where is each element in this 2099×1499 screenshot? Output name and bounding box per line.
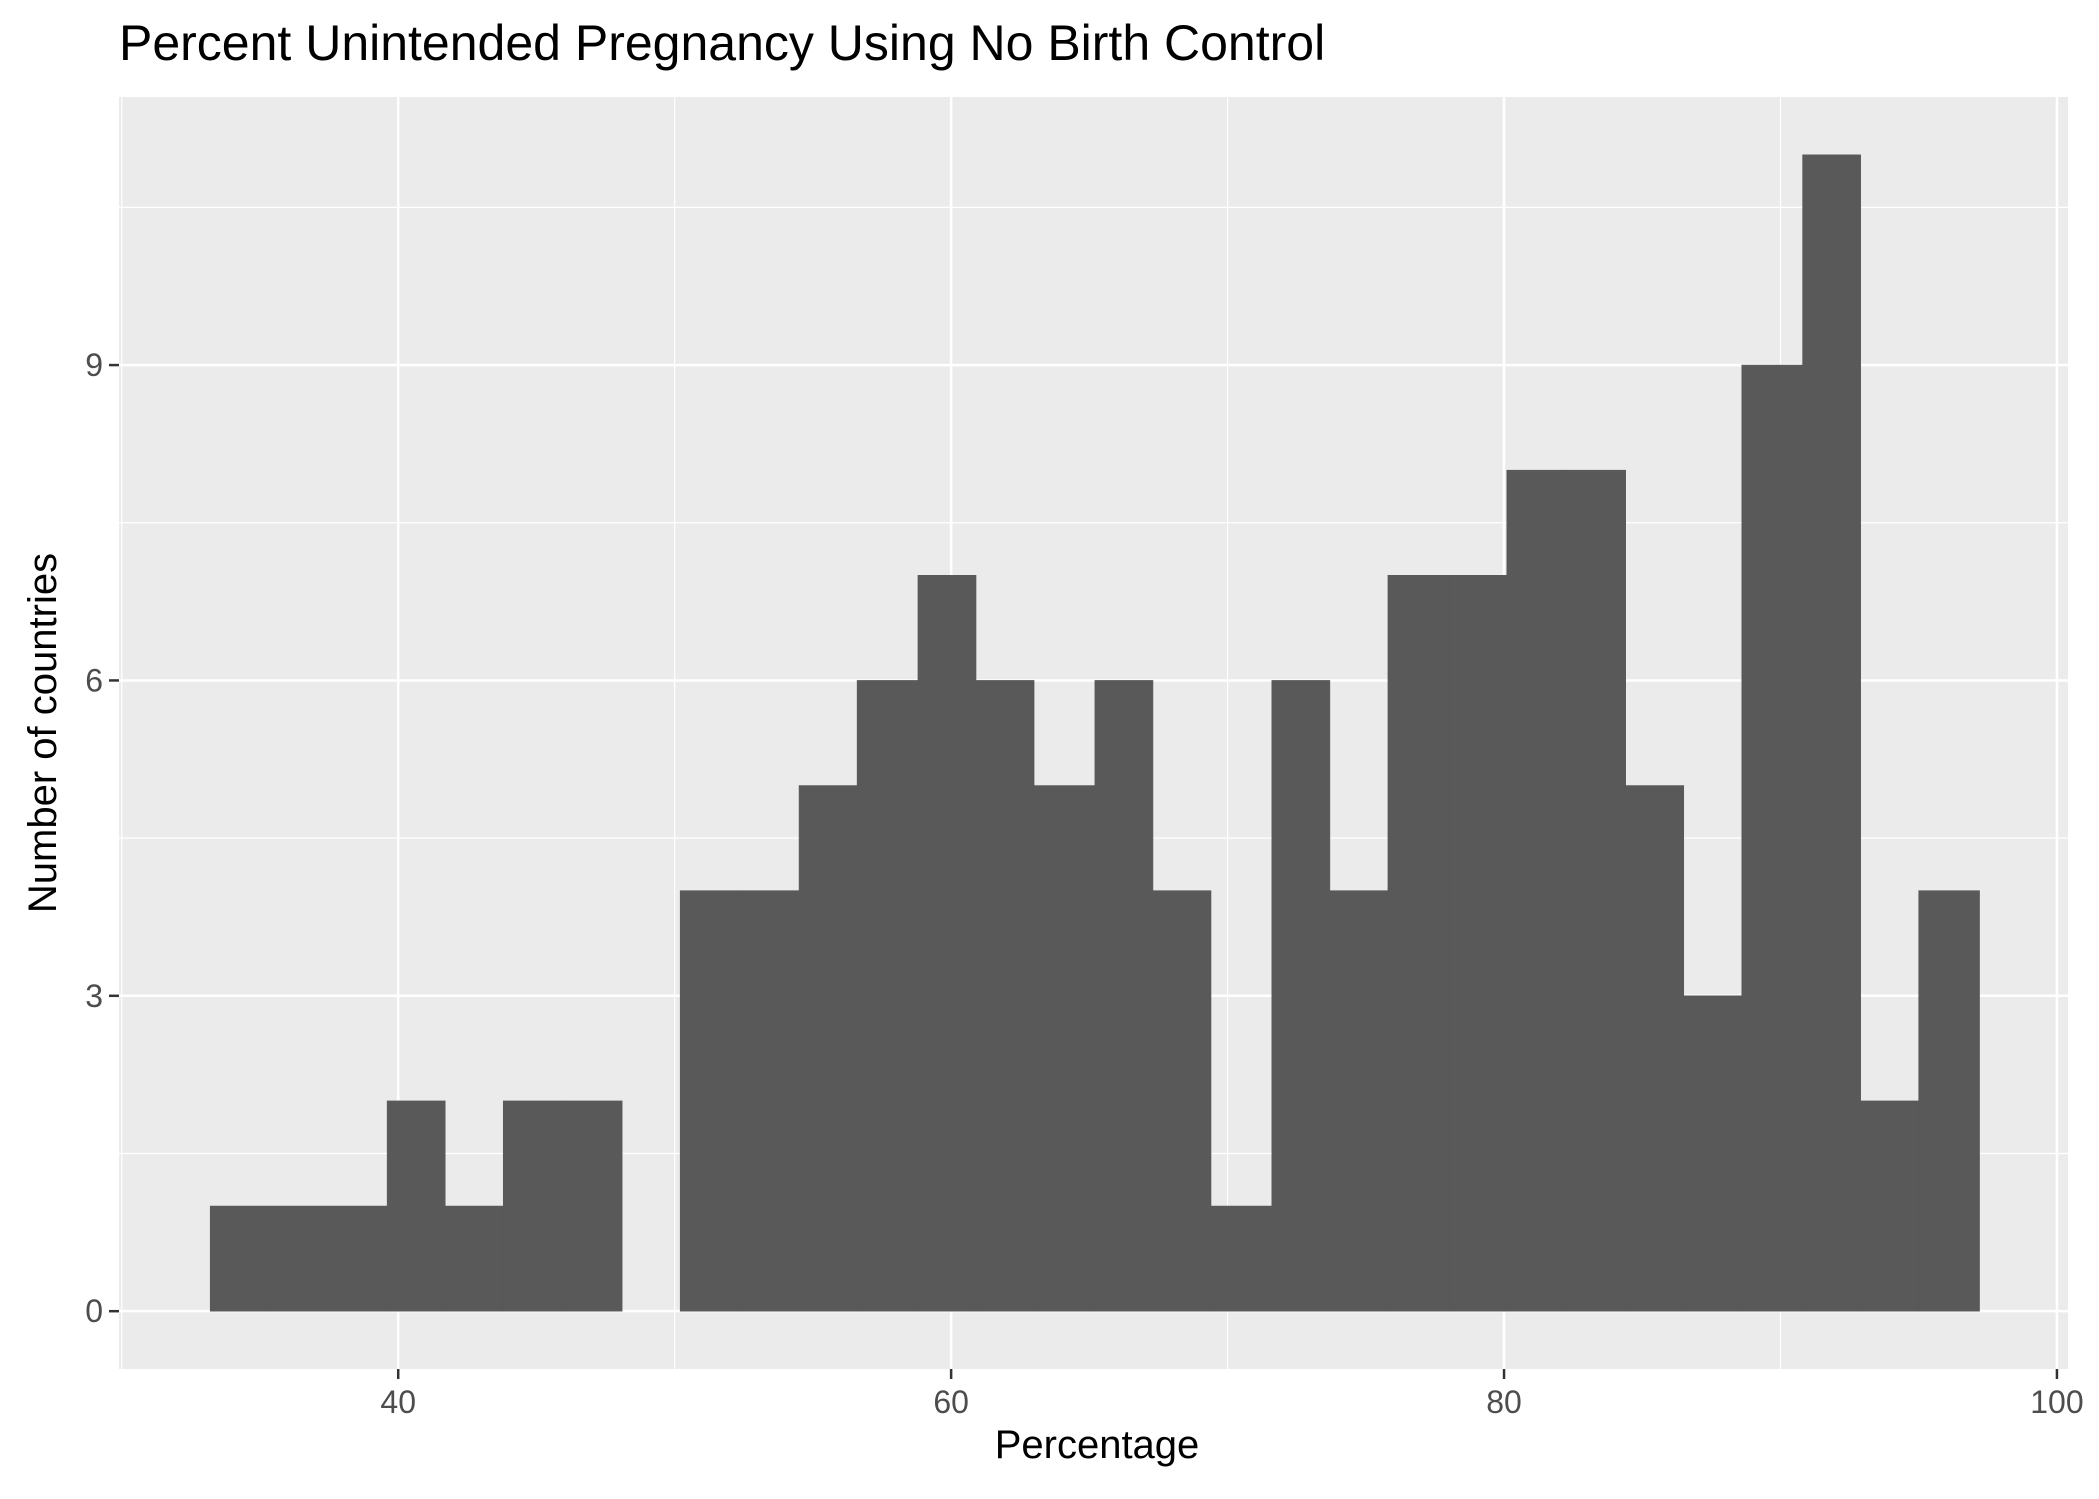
histogram-bar bbox=[1802, 154, 1861, 1312]
y-tick-label: 3 bbox=[85, 978, 103, 1014]
histogram-bar bbox=[326, 1205, 388, 1312]
x-tick-label: 40 bbox=[380, 1384, 416, 1420]
histogram-bar bbox=[209, 1205, 269, 1312]
histogram-bar bbox=[1152, 890, 1212, 1312]
histogram-bar bbox=[444, 1205, 504, 1312]
y-tick-label: 9 bbox=[85, 347, 103, 383]
x-tick-label: 60 bbox=[933, 1384, 969, 1420]
histogram-bar bbox=[856, 680, 919, 1312]
histogram-bar bbox=[975, 680, 1035, 1312]
y-axis-title: Number of countries bbox=[21, 553, 65, 913]
histogram-bar bbox=[1033, 785, 1096, 1312]
histogram-bar bbox=[917, 575, 977, 1312]
x-axis: 40 60 80 100 bbox=[380, 1369, 2084, 1420]
histogram-bar bbox=[502, 1100, 565, 1312]
x-tick-label: 100 bbox=[2030, 1384, 2083, 1420]
histogram-bar bbox=[798, 785, 858, 1312]
histogram-bar bbox=[1741, 364, 1803, 1312]
histogram-bar bbox=[1683, 995, 1743, 1312]
histogram-bars bbox=[209, 154, 1980, 1312]
histogram-bar bbox=[1448, 575, 1508, 1312]
histogram-bar bbox=[1329, 890, 1389, 1312]
x-tick-label: 80 bbox=[1486, 1384, 1522, 1420]
histogram-bar bbox=[679, 890, 742, 1312]
y-tick-label: 6 bbox=[85, 662, 103, 698]
histogram-bar bbox=[1625, 785, 1685, 1312]
histogram-bar bbox=[1918, 890, 1980, 1312]
x-axis-title: Percentage bbox=[995, 1423, 1200, 1467]
histogram-bar bbox=[386, 1100, 446, 1312]
chart-title: Percent Unintended Pregnancy Using No Bi… bbox=[119, 15, 1325, 71]
histogram-bar bbox=[1094, 680, 1154, 1312]
histogram-bar bbox=[1387, 575, 1450, 1312]
histogram-bar bbox=[1564, 469, 1626, 1312]
histogram-bar bbox=[1271, 680, 1331, 1312]
histogram-bar bbox=[563, 1100, 623, 1312]
histogram-bar bbox=[1860, 1100, 1920, 1312]
histogram-bar bbox=[1506, 469, 1566, 1312]
histogram-bar bbox=[267, 1205, 327, 1312]
y-tick-label: 0 bbox=[85, 1293, 103, 1329]
histogram-bar bbox=[1210, 1205, 1273, 1312]
histogram-bar bbox=[740, 890, 800, 1312]
y-axis: 0 3 6 9 bbox=[85, 347, 119, 1329]
